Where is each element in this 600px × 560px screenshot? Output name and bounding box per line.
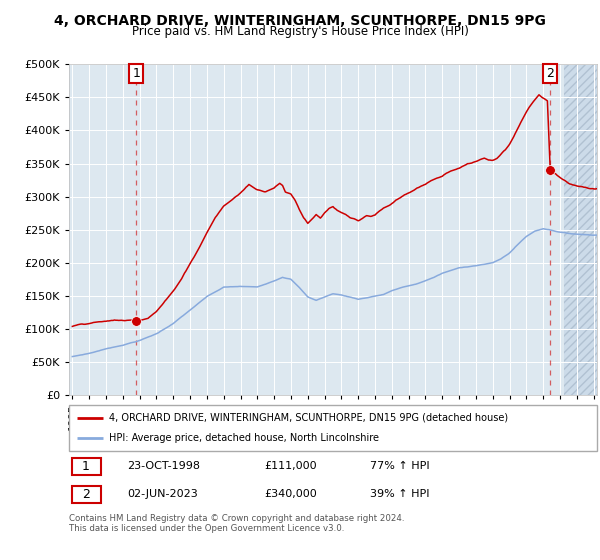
- Text: 1: 1: [82, 460, 90, 473]
- Text: 77% ↑ HPI: 77% ↑ HPI: [370, 461, 430, 472]
- Text: HPI: Average price, detached house, North Lincolnshire: HPI: Average price, detached house, Nort…: [109, 433, 379, 443]
- Text: 4, ORCHARD DRIVE, WINTERINGHAM, SCUNTHORPE, DN15 9PG: 4, ORCHARD DRIVE, WINTERINGHAM, SCUNTHOR…: [54, 14, 546, 28]
- Text: 4, ORCHARD DRIVE, WINTERINGHAM, SCUNTHORPE, DN15 9PG (detached house): 4, ORCHARD DRIVE, WINTERINGHAM, SCUNTHOR…: [109, 413, 508, 423]
- FancyBboxPatch shape: [69, 405, 597, 451]
- Text: 2: 2: [547, 67, 554, 80]
- Text: Contains HM Land Registry data © Crown copyright and database right 2024.
This d: Contains HM Land Registry data © Crown c…: [69, 514, 404, 534]
- Text: 1: 1: [133, 67, 140, 80]
- FancyBboxPatch shape: [71, 486, 101, 503]
- Text: 23-OCT-1998: 23-OCT-1998: [127, 461, 200, 472]
- Text: £340,000: £340,000: [265, 489, 317, 500]
- Text: 02-JUN-2023: 02-JUN-2023: [127, 489, 198, 500]
- Text: 39% ↑ HPI: 39% ↑ HPI: [370, 489, 430, 500]
- Text: 2: 2: [82, 488, 90, 501]
- FancyBboxPatch shape: [71, 458, 101, 475]
- Text: Price paid vs. HM Land Registry's House Price Index (HPI): Price paid vs. HM Land Registry's House …: [131, 25, 469, 38]
- Text: £111,000: £111,000: [265, 461, 317, 472]
